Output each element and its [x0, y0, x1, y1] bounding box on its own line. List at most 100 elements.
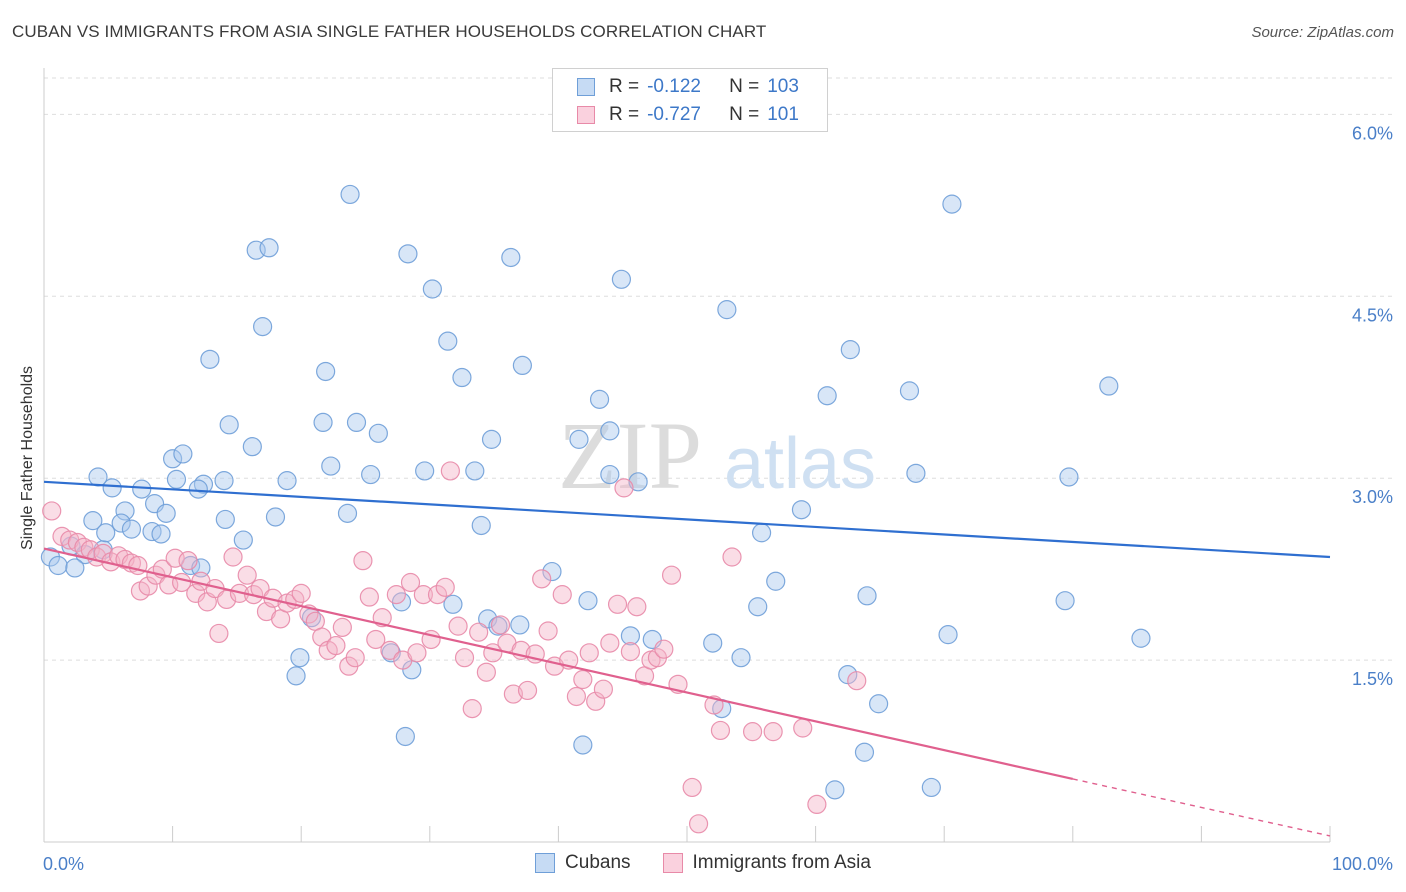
data-point	[345, 648, 365, 668]
r-value: -0.727	[647, 104, 701, 125]
data-point	[462, 699, 482, 719]
data-point	[481, 429, 502, 449]
data-point	[517, 680, 538, 701]
data-point	[627, 597, 647, 617]
data-point	[337, 503, 358, 523]
legend-label-asia: Immigrants from Asia	[692, 852, 871, 873]
data-point	[869, 694, 889, 714]
data-point	[215, 509, 235, 530]
data-point	[340, 184, 360, 205]
data-point	[346, 412, 367, 433]
n-value: 103	[767, 76, 799, 97]
data-point	[173, 444, 193, 464]
data-point	[840, 340, 860, 360]
series-legend: Cubans Immigrants from Asia	[0, 852, 1406, 874]
data-point	[138, 576, 158, 596]
data-point	[751, 523, 772, 543]
data-point	[542, 561, 562, 582]
data-point	[854, 742, 875, 762]
data-point	[407, 643, 427, 663]
data-point	[628, 472, 648, 492]
data-point	[579, 643, 599, 663]
data-point	[710, 720, 731, 741]
data-point	[510, 615, 530, 635]
data-point	[115, 501, 135, 521]
data-point	[366, 629, 386, 650]
data-point	[259, 238, 279, 258]
data-point	[65, 558, 85, 578]
data-point	[722, 547, 742, 567]
data-point	[413, 585, 433, 605]
data-point	[921, 777, 941, 798]
data-point	[611, 269, 632, 289]
data-point	[223, 547, 243, 567]
data-point	[501, 247, 521, 268]
legend-item-asia[interactable]: Immigrants from Asia	[662, 852, 871, 874]
data-point	[219, 415, 239, 435]
legend-row-asia: R = -0.727 N = 101	[553, 101, 799, 129]
data-point	[443, 594, 463, 614]
data-point	[857, 586, 877, 606]
legend-item-cubans[interactable]: Cubans	[535, 852, 631, 874]
data-point	[566, 686, 587, 707]
x-tick-label: 100.0%	[1332, 854, 1393, 874]
data-point	[214, 471, 234, 491]
data-point	[398, 244, 418, 264]
data-point	[469, 622, 489, 642]
data-points	[40, 110, 1151, 834]
data-point	[573, 669, 593, 690]
r-label: R =	[609, 76, 640, 97]
data-point	[906, 463, 926, 483]
data-point	[102, 478, 122, 498]
data-point	[448, 616, 468, 636]
y-tick-label: 4.5%	[1352, 305, 1393, 325]
data-point	[1059, 467, 1079, 487]
legend-swatch-asia	[577, 106, 595, 124]
data-point	[440, 461, 460, 481]
data-point	[593, 679, 614, 699]
data-point	[178, 551, 198, 571]
data-point	[942, 194, 962, 214]
tick-labels: 1.5% 3.0% 4.5% 6.0% 0.0% 100.0%	[43, 123, 1393, 874]
data-point	[512, 355, 532, 376]
data-point	[573, 735, 593, 755]
data-point	[111, 513, 131, 533]
data-point	[688, 814, 709, 834]
source-label: Source: ZipAtlas.com	[1251, 24, 1394, 41]
series-immigrants-from-asia	[42, 461, 867, 834]
data-point	[600, 464, 620, 485]
data-point	[48, 555, 68, 576]
legend-row-cubans: R = -0.122 N = 103	[553, 73, 799, 101]
data-point	[899, 381, 920, 401]
data-point	[395, 726, 415, 747]
data-point	[233, 530, 253, 550]
data-point	[400, 572, 421, 593]
data-point	[368, 423, 388, 443]
data-point	[620, 626, 641, 646]
data-point	[600, 633, 620, 653]
data-point	[476, 662, 496, 682]
data-point	[807, 794, 827, 815]
data-point	[452, 367, 472, 388]
data-point	[1099, 376, 1119, 396]
y-tick-label: 3.0%	[1352, 487, 1393, 507]
data-point	[825, 780, 845, 800]
data-point	[166, 469, 187, 490]
data-point	[237, 565, 257, 585]
data-point	[286, 666, 306, 686]
data-point	[847, 671, 867, 691]
data-point	[532, 569, 552, 589]
data-point	[1131, 628, 1151, 648]
data-point	[427, 585, 448, 605]
data-point	[415, 461, 435, 481]
axes	[43, 68, 1331, 843]
data-point	[200, 349, 220, 369]
data-point	[938, 625, 958, 645]
data-point	[661, 565, 682, 585]
data-point	[386, 585, 406, 605]
correlation-legend: R = -0.122 N = 103 R = -0.727 N = 101	[552, 68, 828, 132]
trend-line-cubans	[43, 480, 1331, 559]
data-point	[290, 648, 310, 668]
legend-swatch-cubans	[577, 78, 595, 96]
data-point	[600, 421, 620, 441]
